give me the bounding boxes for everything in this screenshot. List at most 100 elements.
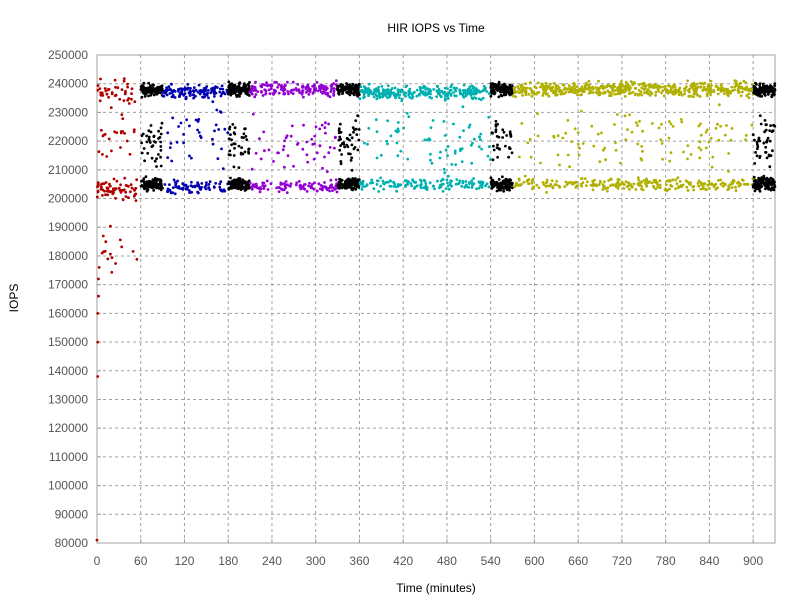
data-point [168,146,172,150]
data-point [330,87,333,91]
data-point [557,184,561,188]
data-point [757,138,761,142]
data-point [325,188,329,192]
data-point [332,94,336,97]
data-point [770,186,774,190]
data-point [608,84,612,88]
data-point [653,86,656,90]
data-point [670,184,674,188]
data-point [773,87,776,91]
data-point [624,80,628,84]
data-point [707,186,711,190]
data-point [258,137,261,141]
x-tick-label: 0 [94,554,101,568]
data-point [197,118,201,121]
data-point [105,155,109,158]
data-point [372,187,376,191]
data-point [159,187,163,191]
data-point [128,152,132,156]
data-point [286,154,290,158]
data-point [97,294,100,298]
data-point [155,90,159,94]
data-point [517,177,521,181]
data-point [285,134,289,138]
data-point [388,94,392,98]
data-point [277,83,281,86]
data-point [308,181,311,185]
data-point [673,88,677,92]
data-point [692,95,695,99]
data-point [341,89,345,93]
data-point [443,171,447,175]
data-point [396,184,400,188]
data-point [105,186,109,190]
data-point [194,94,197,98]
data-point [314,87,318,91]
data-point [98,99,102,103]
data-point [624,84,628,88]
data-point [458,89,462,92]
data-point [458,179,462,183]
data-point [240,146,244,150]
data-point [498,147,502,151]
data-point [747,96,751,100]
data-point [603,180,606,184]
data-point [614,141,617,145]
data-point [377,93,381,97]
data-point [348,93,352,97]
data-point [238,94,241,98]
data-point [616,185,620,189]
data-point [454,163,458,167]
data-point [280,86,284,89]
data-point [181,182,185,186]
data-point [251,88,255,92]
data-point [596,132,600,136]
data-point [345,86,349,90]
data-point [747,92,751,96]
data-point [702,185,705,188]
data-point [207,89,210,92]
data-point [359,85,363,88]
data-point [732,179,736,183]
data-point [305,140,309,144]
data-point [599,84,603,88]
data-point [267,83,270,87]
data-point [233,146,236,150]
data-point [613,123,616,126]
data-point [583,177,587,181]
data-point [487,185,491,189]
data-point [601,183,605,187]
data-point [526,178,529,182]
data-point [409,182,413,185]
data-point [303,183,307,186]
data-point [154,181,157,185]
data-point [386,84,390,88]
data-point [682,150,685,154]
data-point [760,86,764,90]
data-point [122,79,126,83]
data-point [573,127,577,131]
data-point [428,138,432,142]
data-point [711,183,714,186]
data-point [669,122,673,126]
data-point [553,183,557,187]
data-point [464,183,468,187]
data-point [755,147,759,151]
data-point [461,95,465,98]
data-point [680,93,684,97]
data-point [151,178,155,182]
data-point [189,87,192,90]
data-point [715,85,719,89]
data-point [254,80,257,84]
data-point [537,91,541,94]
data-point [159,149,163,152]
data-point [752,85,756,89]
data-point [446,154,449,158]
data-point [611,183,614,187]
data-point [176,186,180,190]
data-point [142,81,146,85]
data-point [608,94,611,97]
data-point [358,182,362,186]
data-point [349,159,353,162]
data-point [404,91,408,95]
